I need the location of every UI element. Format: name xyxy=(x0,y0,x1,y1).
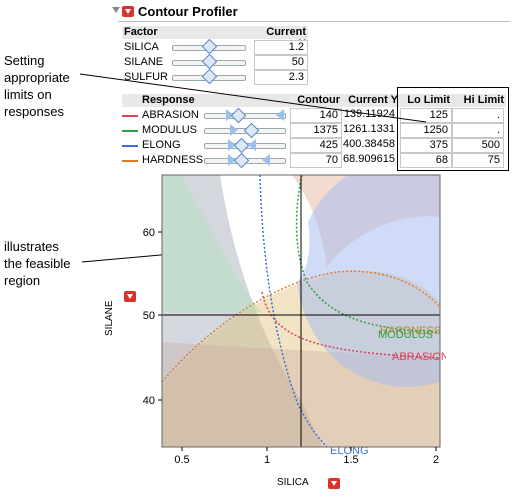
response-header-bar xyxy=(122,94,506,107)
hardness-current-y: 68.909615 xyxy=(342,153,398,168)
contour-header: Contour xyxy=(297,94,340,106)
y-tick-label: 50 xyxy=(143,310,155,322)
x-tick-label: 1.5 xyxy=(343,454,358,464)
elong-hi-handle-icon[interactable] xyxy=(248,139,256,151)
annotation-limits-line: appropriate xyxy=(4,70,70,85)
factor-name-silica: SILICA xyxy=(124,41,159,53)
annotation-feasible: illustrates the feasible region xyxy=(4,238,71,289)
panel-title-text: Contour Profiler xyxy=(138,4,238,19)
abrasion-lo-limit-input[interactable]: 125 xyxy=(400,108,452,123)
factor-header-bar xyxy=(122,26,308,39)
y-axis-menu-icon[interactable] xyxy=(124,291,136,302)
response-name-abrasion: ABRASION xyxy=(142,109,199,121)
sulfur-current-x-input[interactable]: 2.3 xyxy=(254,70,308,85)
elong-contour-input[interactable]: 425 xyxy=(290,138,342,153)
contour-plot[interactable]: HARDNESS MODULUS ABRASION ELONG 60 50 40… xyxy=(122,172,446,464)
x-axis-menu-icon[interactable] xyxy=(328,478,341,489)
elong-lo-limit-input[interactable]: 375 xyxy=(400,138,452,153)
elong-hi-limit-input[interactable]: 500 xyxy=(452,138,504,153)
y-axis-label: SILANE xyxy=(104,300,115,336)
x-tick-label: 0.5 xyxy=(174,454,189,464)
annotation-feasible-line: region xyxy=(4,273,41,288)
annotation-limits-line: Setting xyxy=(4,53,45,68)
x-tick-label: 2 xyxy=(433,454,439,464)
current-y-header: Current Y xyxy=(348,94,398,106)
feasible-region xyxy=(270,212,310,282)
hi-limit-header: Hi Limit xyxy=(463,94,504,106)
curve-label-modulus: MODULUS xyxy=(378,329,433,341)
limits-highlight-box xyxy=(397,87,509,171)
hardness-contour-input[interactable]: 70 xyxy=(290,153,342,168)
modulus-hi-limit-input[interactable]: . xyxy=(452,123,504,138)
modulus-contour-input[interactable]: 1375 xyxy=(290,123,342,138)
factor-name-sulfur: SULFUR xyxy=(124,71,169,83)
hardness-lo-limit-input[interactable]: 68 xyxy=(400,153,452,168)
abrasion-color-swatch xyxy=(122,115,138,117)
elong-current-y: 400.38458 xyxy=(342,138,398,153)
elong-upper-shade-region xyxy=(297,175,440,387)
y-tick-label: 60 xyxy=(143,227,155,239)
silane-current-x-input[interactable]: 50 xyxy=(254,55,308,70)
panel-divider xyxy=(118,21,510,22)
abrasion-contour-curve xyxy=(261,291,440,359)
curve-label-abrasion: ABRASION xyxy=(392,351,446,363)
modulus-color-swatch xyxy=(122,130,138,132)
annotation-feasible-line: the feasible xyxy=(4,256,71,271)
leader-line-limits xyxy=(79,73,427,123)
modulus-lo-limit-input[interactable]: 1250 xyxy=(400,123,452,138)
hardness-hi-limit-input[interactable]: 75 xyxy=(452,153,504,168)
annotation-feasible-line: illustrates xyxy=(4,239,59,254)
panel-title: Contour Profiler xyxy=(122,4,238,19)
response-name-hardness: HARDNESS xyxy=(142,154,204,166)
annotation-limits-line: limits on xyxy=(4,87,52,102)
y-tick-label: 40 xyxy=(143,395,155,407)
abrasion-hi-handle-icon[interactable] xyxy=(276,109,284,121)
hardness-hi-handle-icon[interactable] xyxy=(262,154,270,166)
response-header: Response xyxy=(142,94,195,106)
modulus-shade-region xyxy=(162,175,262,312)
abrasion-lo-handle-icon[interactable] xyxy=(226,109,234,121)
x-tick-label: 1 xyxy=(264,454,270,464)
hardness-color-swatch xyxy=(122,160,138,162)
response-name-elong: ELONG xyxy=(142,139,181,151)
disclosure-triangle-icon[interactable] xyxy=(112,7,120,13)
factor-header: Factor xyxy=(124,26,158,38)
curve-label-hardness: HARDNESS xyxy=(380,325,441,337)
x-axis-label: SILICA xyxy=(277,477,309,488)
elong-lo-handle-icon[interactable] xyxy=(228,139,236,151)
annotation-limits-line: responses xyxy=(4,104,64,119)
modulus-current-y: 1261.1331 xyxy=(342,123,398,138)
red-menu-triangle-icon[interactable] xyxy=(122,6,134,17)
hardness-lo-handle-icon[interactable] xyxy=(228,154,236,166)
curve-label-elong: ELONG xyxy=(330,445,369,457)
modulus-contour-curve xyxy=(295,175,440,333)
silica-current-x-input[interactable]: 1.2 xyxy=(254,40,308,55)
lo-limit-header: Lo Limit xyxy=(407,94,450,106)
elong-contour-curve xyxy=(259,175,329,447)
abrasion-contour-input[interactable]: 140 xyxy=(290,108,342,123)
factor-name-silane: SILANE xyxy=(124,56,164,68)
elong-color-swatch xyxy=(122,145,138,147)
modulus-lo-handle-icon[interactable] xyxy=(230,124,238,136)
annotation-limits: Setting appropriate limits on responses xyxy=(4,52,70,120)
hardness-contour-curve xyxy=(162,270,440,383)
plot-frame xyxy=(161,174,441,448)
response-name-modulus: MODULUS xyxy=(142,124,198,136)
abrasion-hi-limit-input[interactable]: . xyxy=(452,108,504,123)
